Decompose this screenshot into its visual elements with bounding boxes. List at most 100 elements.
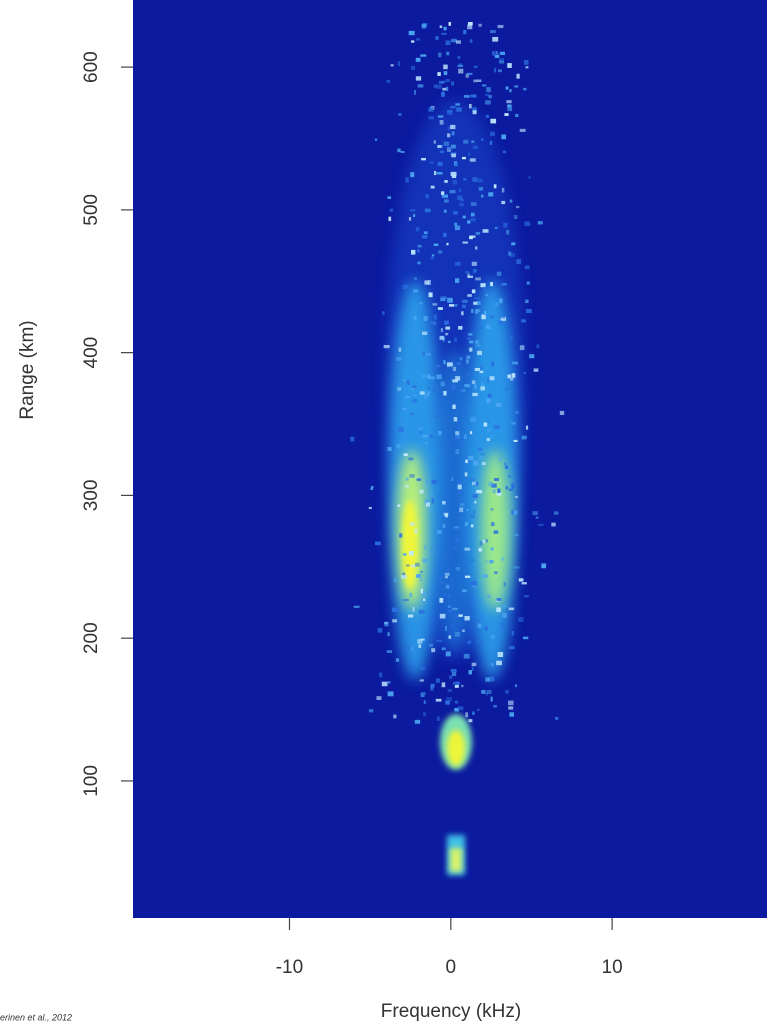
speckle <box>436 639 443 642</box>
speckle <box>490 676 495 682</box>
speckle <box>511 630 514 636</box>
speckle <box>468 333 473 336</box>
speckle <box>469 158 476 162</box>
speckle <box>437 162 443 167</box>
y-tick-label: 400 <box>81 337 102 369</box>
speckle <box>502 150 507 154</box>
speckle <box>480 386 485 391</box>
speckle <box>505 86 509 90</box>
y-axis-label: Range (km) <box>17 320 38 419</box>
speckle <box>485 691 488 696</box>
speckle <box>499 60 505 64</box>
speckle <box>410 564 417 568</box>
speckle <box>412 385 417 389</box>
speckle <box>397 504 401 508</box>
speckle <box>473 269 477 272</box>
speckle <box>412 606 415 612</box>
speckle <box>458 614 463 617</box>
speckle <box>497 69 502 73</box>
speckle <box>523 371 526 375</box>
speckle <box>478 178 483 183</box>
speckle <box>485 114 490 118</box>
speckle <box>487 428 491 433</box>
speckle <box>508 251 512 256</box>
speckle <box>455 431 460 435</box>
speckle <box>512 361 518 365</box>
speckle <box>438 430 442 436</box>
speckle <box>461 439 465 443</box>
speckle <box>505 465 509 469</box>
speckle <box>409 474 415 478</box>
speckle <box>413 316 417 321</box>
speckle <box>462 388 466 392</box>
speckle <box>470 417 476 422</box>
speckle <box>516 73 520 79</box>
speckle <box>481 382 484 388</box>
speckle <box>420 638 425 641</box>
speckle <box>450 124 456 130</box>
speckle <box>429 161 434 164</box>
speckle <box>474 297 480 300</box>
speckle <box>451 671 457 677</box>
speckle <box>481 314 486 320</box>
speckle <box>494 54 500 58</box>
speckle <box>484 539 489 543</box>
speckle <box>466 72 473 76</box>
speckle <box>420 54 427 57</box>
speckle <box>445 494 449 498</box>
speckle <box>444 180 448 183</box>
speckle <box>424 545 427 550</box>
speckle <box>499 457 502 462</box>
speckle <box>465 73 469 78</box>
speckle <box>481 462 486 466</box>
speckle <box>429 508 433 512</box>
speckle <box>468 670 472 675</box>
speckle <box>472 493 478 499</box>
speckle <box>393 578 397 582</box>
speckle <box>476 300 481 306</box>
speckle <box>427 386 430 390</box>
speckle <box>455 278 460 283</box>
speckle <box>455 103 460 106</box>
speckle <box>431 479 438 485</box>
speckle <box>454 700 459 704</box>
speckle <box>421 24 426 29</box>
speckle <box>465 459 468 464</box>
speckle <box>491 663 494 667</box>
speckle <box>471 261 477 266</box>
speckle <box>437 530 442 534</box>
speckle <box>506 100 512 104</box>
speckle <box>374 541 381 546</box>
speckle <box>476 640 481 643</box>
speckle <box>453 681 458 685</box>
speckle <box>430 686 434 691</box>
speckle <box>419 578 423 582</box>
speckle <box>475 79 482 83</box>
speckle <box>446 362 453 367</box>
speckle <box>443 26 447 31</box>
speckle <box>468 719 473 723</box>
speckle <box>461 684 464 688</box>
speckle <box>499 51 505 56</box>
speckle <box>493 530 499 534</box>
speckle <box>407 614 414 618</box>
speckle <box>438 409 444 414</box>
speckle <box>398 347 402 352</box>
speckle <box>494 478 499 481</box>
speckle <box>507 63 512 68</box>
speckle <box>405 564 410 567</box>
speckle <box>440 297 446 302</box>
speckle <box>417 84 424 88</box>
speckle <box>445 332 449 336</box>
speckle <box>433 414 438 418</box>
speckle <box>472 145 479 150</box>
speckle <box>433 170 437 176</box>
speckle <box>402 572 406 578</box>
citation: erinen et al., 2012 <box>0 1012 72 1022</box>
speckle <box>468 22 473 26</box>
speckle <box>513 439 518 442</box>
speckle <box>468 455 474 461</box>
speckle <box>489 140 493 145</box>
speckle <box>458 188 462 192</box>
speckle <box>497 652 504 658</box>
